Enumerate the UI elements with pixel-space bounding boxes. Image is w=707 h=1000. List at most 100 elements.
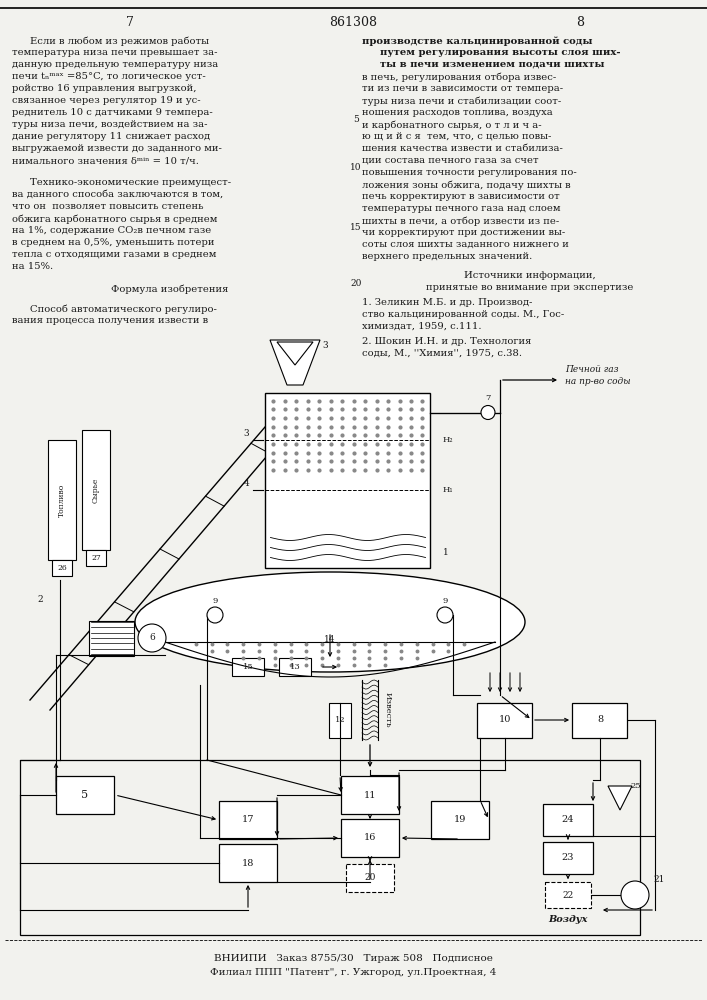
Circle shape xyxy=(437,607,453,623)
Text: ю щ и й с я  тем, что, с целью повы-: ю щ и й с я тем, что, с целью повы- xyxy=(362,132,551,141)
Text: Технико-экономические преимущест-: Технико-экономические преимущест- xyxy=(30,178,231,187)
Text: 20: 20 xyxy=(350,278,362,288)
Text: ты в печи изменением подачи шихты: ты в печи изменением подачи шихты xyxy=(380,60,604,69)
Text: 7: 7 xyxy=(485,394,491,402)
Bar xyxy=(545,882,591,908)
Text: 18: 18 xyxy=(242,858,255,867)
Text: ти из печи в зависимости от темпера-: ти из печи в зависимости от темпера- xyxy=(362,84,563,93)
Text: выгружаемой извести до заданного ми-: выгружаемой извести до заданного ми- xyxy=(12,144,222,153)
Text: химиздат, 1959, с.111.: химиздат, 1959, с.111. xyxy=(362,322,481,331)
Text: Воздух: Воздух xyxy=(548,916,588,924)
Bar xyxy=(477,702,532,738)
Text: H₁: H₁ xyxy=(443,486,453,494)
Text: 21: 21 xyxy=(653,874,665,884)
Text: шения качества извести и стабилиза-: шения качества извести и стабилиза- xyxy=(362,144,563,153)
Text: дание регулятору 11 снижает расход: дание регулятору 11 снижает расход xyxy=(12,132,210,141)
Text: ройство 16 управления выгрузкой,: ройство 16 управления выгрузкой, xyxy=(12,84,197,93)
Text: 11: 11 xyxy=(363,790,376,800)
Bar xyxy=(52,560,72,576)
Bar xyxy=(346,864,394,892)
Text: Известь: Известь xyxy=(384,692,392,728)
Text: тепла с отходящими газами в среднем: тепла с отходящими газами в среднем xyxy=(12,250,216,259)
Text: 8: 8 xyxy=(576,15,584,28)
Text: 17: 17 xyxy=(242,816,255,824)
Text: 20: 20 xyxy=(364,874,375,882)
Text: Топливо: Топливо xyxy=(58,483,66,517)
Text: 8: 8 xyxy=(597,716,603,724)
Text: ВНИИПИ   Заказ 8755/30   Тираж 508   Подписное: ВНИИПИ Заказ 8755/30 Тираж 508 Подписное xyxy=(214,954,493,963)
Text: 9: 9 xyxy=(212,597,218,605)
Text: обжига карбонатного сырья в среднем: обжига карбонатного сырья в среднем xyxy=(12,214,217,224)
Text: Способ автоматического регулиро-: Способ автоматического регулиро- xyxy=(30,304,217,314)
Text: на 1%, содержание CO₂в печном газе: на 1%, содержание CO₂в печном газе xyxy=(12,226,211,235)
Text: 15: 15 xyxy=(243,663,253,671)
Text: шихты в печи, а отбор извести из пе-: шихты в печи, а отбор извести из пе- xyxy=(362,216,559,226)
Text: 6: 6 xyxy=(149,634,155,643)
Text: в среднем на 0,5%, уменьшить потери: в среднем на 0,5%, уменьшить потери xyxy=(12,238,214,247)
Bar xyxy=(266,392,431,568)
Text: температуры печного газа над слоем: температуры печного газа над слоем xyxy=(362,204,561,213)
Bar xyxy=(573,702,628,738)
Bar xyxy=(48,440,76,560)
Bar xyxy=(341,819,399,857)
Text: 26: 26 xyxy=(57,564,67,572)
Circle shape xyxy=(207,607,223,623)
Text: 15: 15 xyxy=(350,224,362,232)
Text: повышения точности регулирования по-: повышения точности регулирования по- xyxy=(362,168,577,177)
Text: и карбонатного сырья, о т л и ч а-: и карбонатного сырья, о т л и ч а- xyxy=(362,120,542,129)
Text: 4: 4 xyxy=(244,480,250,488)
Text: соты слоя шихты заданного нижнего и: соты слоя шихты заданного нижнего и xyxy=(362,240,569,249)
Text: 1: 1 xyxy=(443,548,448,557)
Text: ва данного способа заключаются в том,: ва данного способа заключаются в том, xyxy=(12,190,223,199)
Bar xyxy=(232,658,264,676)
Circle shape xyxy=(481,406,495,420)
Text: что он  позволяет повысить степень: что он позволяет повысить степень xyxy=(12,202,204,211)
Text: 16: 16 xyxy=(364,834,376,842)
Bar xyxy=(20,760,640,934)
Text: ство кальцинированной соды. М., Гос-: ство кальцинированной соды. М., Гос- xyxy=(362,310,564,319)
Bar xyxy=(543,804,593,836)
Text: 23: 23 xyxy=(562,854,574,862)
Bar xyxy=(90,620,134,656)
Text: 24: 24 xyxy=(562,816,574,824)
Text: ношения расходов топлива, воздуха: ношения расходов топлива, воздуха xyxy=(362,108,553,117)
Text: 7: 7 xyxy=(126,15,134,28)
Text: 22: 22 xyxy=(562,890,573,900)
Text: туры низа печи, воздействием на за-: туры низа печи, воздействием на за- xyxy=(12,120,207,129)
Text: ции состава печного газа за счет: ции состава печного газа за счет xyxy=(362,156,539,165)
Bar xyxy=(82,430,110,550)
Text: H₂: H₂ xyxy=(443,436,453,444)
Text: 13: 13 xyxy=(290,663,300,671)
Text: 9: 9 xyxy=(443,597,448,605)
Ellipse shape xyxy=(135,572,525,672)
Text: 861308: 861308 xyxy=(329,15,377,28)
Text: 10: 10 xyxy=(350,163,362,172)
Text: путем регулирования высоты слоя ших-: путем регулирования высоты слоя ших- xyxy=(380,48,621,57)
Text: верхнего предельных значений.: верхнего предельных значений. xyxy=(362,252,532,261)
Bar xyxy=(86,550,106,566)
Text: соды, М., ''Химия'', 1975, с.38.: соды, М., ''Химия'', 1975, с.38. xyxy=(362,349,522,358)
Text: нимального значения δᵐⁱⁿ = 10 т/ч.: нимального значения δᵐⁱⁿ = 10 т/ч. xyxy=(12,156,199,165)
Text: реднитель 10 с датчиками 9 темпера-: реднитель 10 с датчиками 9 темпера- xyxy=(12,108,213,117)
Bar xyxy=(329,702,351,738)
Text: Сырье: Сырье xyxy=(92,477,100,503)
Bar xyxy=(341,776,399,814)
Text: 12: 12 xyxy=(334,716,345,724)
Circle shape xyxy=(138,624,166,652)
Text: Формула изобретения: Формула изобретения xyxy=(111,284,228,294)
Text: на пр-во соды: на пр-во соды xyxy=(565,377,631,386)
Text: данную предельную температуру низа: данную предельную температуру низа xyxy=(12,60,218,69)
Text: Филиал ППП "Патент", г. Ужгород, ул.Проектная, 4: Филиал ППП "Патент", г. Ужгород, ул.Прое… xyxy=(210,968,496,977)
Text: 3: 3 xyxy=(322,340,328,350)
Text: 1. Зеликин М.Б. и др. Производ-: 1. Зеликин М.Б. и др. Производ- xyxy=(362,298,532,307)
Polygon shape xyxy=(277,342,313,365)
Text: 5: 5 xyxy=(81,790,88,800)
Circle shape xyxy=(621,881,649,909)
Text: 10: 10 xyxy=(499,716,511,724)
Text: Если в любом из режимов работы: Если в любом из режимов работы xyxy=(30,36,209,45)
Polygon shape xyxy=(608,786,632,810)
Text: печи tₙᵐᵃˣ =85°C, то логическое уст-: печи tₙᵐᵃˣ =85°C, то логическое уст- xyxy=(12,72,206,81)
Text: принятые во внимание при экспертизе: принятые во внимание при экспертизе xyxy=(426,283,633,292)
Bar xyxy=(219,844,277,882)
Polygon shape xyxy=(270,340,320,385)
